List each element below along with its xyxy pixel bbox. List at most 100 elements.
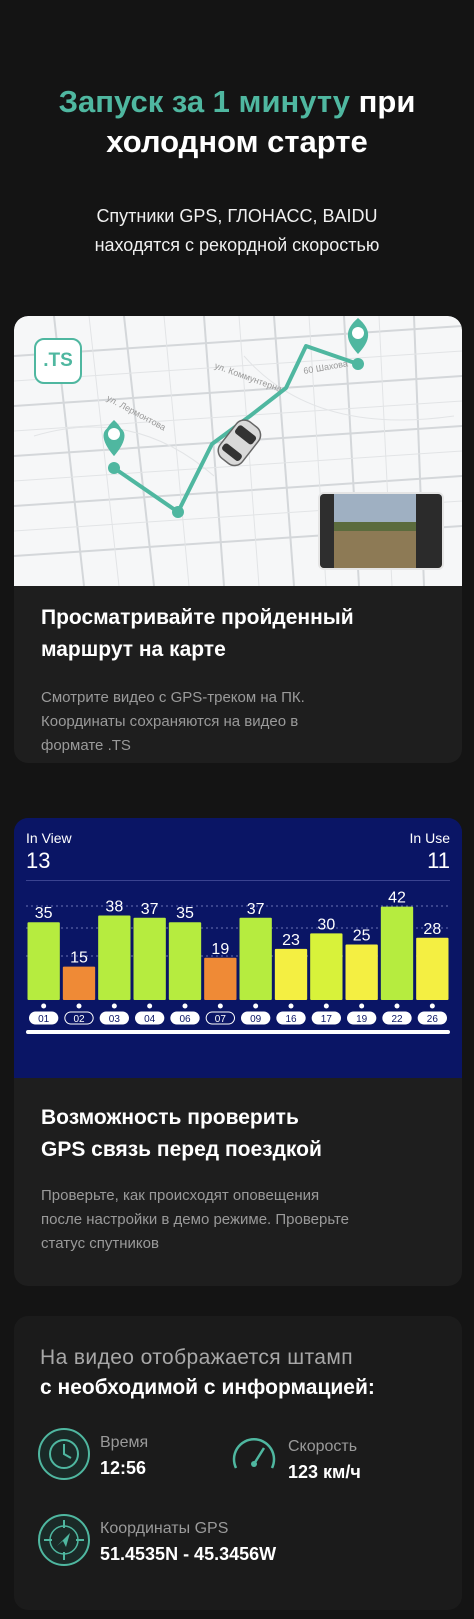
speed-label: Скорость [288, 1438, 358, 1455]
satellite-id-label: 19 [356, 1014, 368, 1025]
satellite-id-pill [311, 1011, 341, 1025]
car-icon [217, 419, 262, 467]
satellite-id-label: 02 [73, 1014, 85, 1025]
signal-bar [416, 937, 449, 1000]
satellite-dot [429, 1003, 435, 1009]
satellite-id-label: 04 [144, 1014, 156, 1025]
video-thumbnail[interactable] [318, 492, 444, 570]
satellite-dot [147, 1003, 153, 1009]
signal-bar [204, 957, 237, 1000]
satellite-id-pill [29, 1011, 59, 1025]
route-end-dot [352, 358, 364, 370]
bar-value-label: 42 [388, 890, 406, 907]
satellite-dot [41, 1003, 47, 1009]
satellite-id-label: 01 [38, 1014, 50, 1025]
signal-bar [98, 915, 131, 1000]
satellite-id-label: 22 [391, 1014, 403, 1025]
satellite-dot [394, 1003, 400, 1009]
satellite-dot [182, 1003, 188, 1009]
bar-value-label: 23 [282, 932, 300, 949]
satellite-dot [217, 1003, 223, 1009]
coords-value: 51.4535N - 45.3456W [100, 1544, 277, 1564]
time-value: 12:56 [100, 1458, 147, 1478]
satellite-id-pill [382, 1011, 412, 1025]
hero-subtitle-line1: Спутники GPS, ГЛОНАСС, BAIDU [96, 206, 378, 226]
in-use-value: 11 [427, 848, 450, 873]
clock-icon [38, 1428, 90, 1480]
satellite-dot [76, 1003, 82, 1009]
signal-bar [345, 944, 378, 1000]
satellite-dot [111, 1003, 117, 1009]
satellite-id-pill [170, 1011, 200, 1025]
bar-value-label: 38 [105, 899, 123, 916]
bar-value-label: 35 [35, 905, 53, 922]
in-use-label: In Use [409, 830, 450, 846]
route-waypoint [172, 506, 184, 518]
hero-title-accent: Запуск за 1 минуту [58, 84, 351, 119]
satellite-id-pill [417, 1011, 447, 1025]
chart-scrollbar[interactable] [26, 1030, 450, 1034]
gps-compass-icon [38, 1514, 90, 1566]
in-view-label: In View [26, 830, 72, 846]
satellite-dot [359, 1003, 365, 1009]
map-card-description: Смотрите видео с GPS-треком на ПК. Коорд… [41, 689, 305, 754]
satellite-id-label: 26 [427, 1014, 439, 1025]
satellite-id-pill [205, 1011, 236, 1025]
satellite-id-pill [99, 1011, 129, 1025]
time-label: Время [100, 1434, 149, 1451]
gps-satellite-panel: In View 13 In Use 11 35 01 15 02 38 03 37 04 35 0… [14, 818, 462, 1078]
bar-value-label: 37 [247, 901, 265, 918]
satellite-id-pill [241, 1011, 271, 1025]
gps-check-card: In View 13 In Use 11 35 01 15 02 38 03 37 04 35 0… [14, 818, 462, 1286]
coords-label: Координаты GPS [100, 1520, 229, 1537]
signal-bar [310, 933, 343, 1000]
signal-bar [239, 917, 272, 1000]
bar-value-label: 28 [423, 921, 441, 938]
satellite-dot [323, 1003, 329, 1009]
satellite-id-pill [276, 1011, 306, 1025]
map-card-title: Просматривайте пройденный маршрут на кар… [41, 606, 354, 661]
route-start-dot [108, 462, 120, 474]
satellite-id-pill [347, 1011, 377, 1025]
bar-value-label: 25 [353, 927, 371, 944]
gps-card-title: Возможность проверить GPS связь перед по… [41, 1106, 322, 1161]
hero-subtitle-line2: находятся с рекордной скоростью [94, 235, 380, 255]
end-pin-icon [347, 318, 369, 354]
satellite-dot [288, 1003, 294, 1009]
stamp-intro-bold: с необходимой с информацией: [40, 1376, 375, 1399]
bar-value-label: 37 [141, 901, 159, 918]
signal-bar [380, 906, 414, 1000]
bar-value-label: 19 [211, 941, 229, 958]
hero-subtitle: Спутники GPS, ГЛОНАСС, BAIDU находятся с… [0, 202, 474, 260]
satellite-id-pill [64, 1011, 94, 1025]
satellite-id-label: 06 [179, 1014, 191, 1025]
start-pin-icon [103, 420, 125, 456]
satellite-signal-chart: 35 01 15 02 38 03 37 04 35 06 19 07 37 09 23 16 30 17 25 19… [26, 890, 450, 1034]
in-view-value: 13 [26, 848, 51, 873]
satellite-id-label: 09 [250, 1014, 262, 1025]
route-map: ул. Лермонтова ул. Коммунтерна 60 Шахова [14, 316, 462, 586]
signal-bar [274, 948, 308, 1000]
speedometer-icon [228, 1430, 280, 1482]
signal-bar [62, 966, 96, 1000]
speed-value: 123 км/ч [288, 1462, 361, 1482]
hero-title: Запуск за 1 минуту при холодном старте [0, 82, 474, 162]
satellite-id-pill [135, 1011, 165, 1025]
video-stamp-card: На видео отображается штамп с необходимо… [14, 1316, 462, 1610]
satellite-dot [253, 1003, 259, 1009]
ts-format-badge: .TS [34, 338, 82, 384]
satellite-id-label: 16 [285, 1014, 297, 1025]
hero-title-rest: при холодном старте [106, 84, 416, 159]
satellite-id-label: 07 [215, 1014, 227, 1025]
stamp-intro-line: На видео отображается штамп [40, 1346, 353, 1369]
signal-bar [133, 917, 166, 1000]
bar-value-label: 35 [176, 905, 194, 922]
bar-value-label: 30 [317, 916, 335, 933]
signal-bar [27, 922, 60, 1000]
satellite-id-label: 17 [321, 1014, 333, 1025]
map-route-card: ул. Лермонтова ул. Коммунтерна 60 Шахова [14, 316, 462, 763]
satellite-id-label: 03 [109, 1014, 121, 1025]
gps-card-description: Проверьте, как происходят оповещения пос… [41, 1187, 350, 1252]
bar-value-label: 15 [70, 950, 88, 967]
signal-bar [168, 922, 202, 1000]
